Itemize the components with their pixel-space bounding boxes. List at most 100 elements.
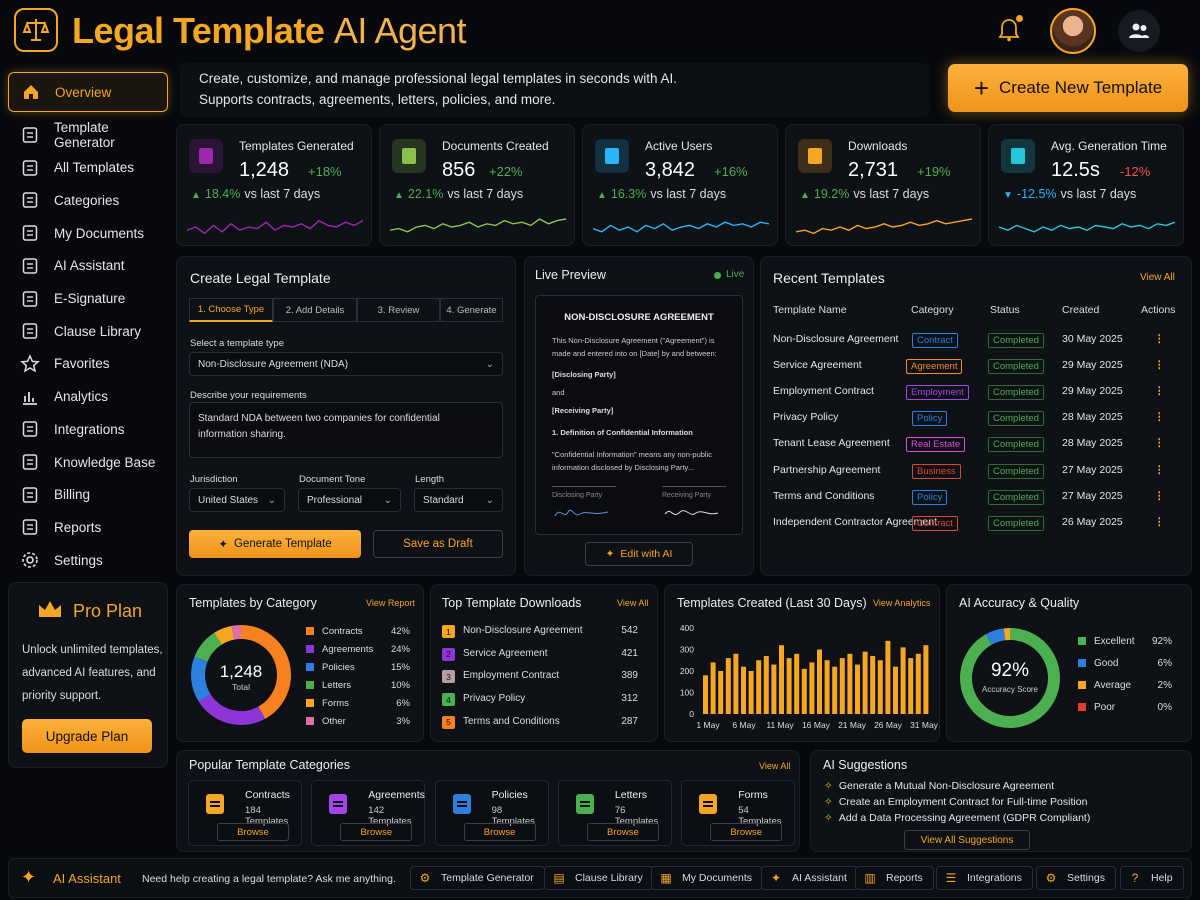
stat-card-downloads: Downloads 2,731 +19% ▲ 19.2% vs last 7 days: [785, 124, 981, 246]
tone-select[interactable]: Professional ⌄: [298, 488, 401, 512]
table-row[interactable]: Terms and Conditions Policy Completed 27 Ma…: [772, 489, 1182, 516]
sparkle-icon: ✦: [605, 548, 615, 560]
category-card-policies[interactable]: Policies 98 Templates Browse: [434, 780, 549, 846]
category-card-letters[interactable]: Letters 76 Templates Browse: [557, 780, 672, 846]
browse-button[interactable]: Browse: [586, 823, 659, 841]
stat-label: Documents Created: [442, 139, 549, 153]
sidebar-item-overview[interactable]: Overview: [8, 72, 168, 112]
table-row[interactable]: Tenant Lease Agreement Real Estate Complet…: [772, 437, 1182, 463]
suggestion-item[interactable]: ✧ Create an Employment Contract for Full-…: [824, 796, 1087, 808]
bar: [877, 660, 883, 714]
template-type-select[interactable]: Non-Disclosure Agreement (NDA) ⌄: [189, 352, 503, 376]
more-vertical-icon[interactable]: ⋮: [1154, 359, 1165, 372]
stat-card-active-users: Active Users 3,842 +16% ▲ 16.3% vs last 7 day…: [582, 124, 778, 246]
integrations-icon: ☰: [945, 871, 957, 885]
browse-button[interactable]: Browse: [340, 823, 413, 841]
sidebar-item-all-templates[interactable]: All Templates: [8, 153, 168, 183]
sidebar-item-knowledge-base[interactable]: Knowledge Base: [8, 447, 168, 477]
save-draft-button[interactable]: Save as Draft: [373, 530, 503, 558]
suggestion-item[interactable]: ✧ Generate a Mutual Non-Disclosure Agreem…: [824, 780, 1054, 792]
sidebar-item-label: Overview: [55, 84, 112, 100]
browse-button[interactable]: Browse: [710, 823, 783, 841]
y-tick-label: 300: [680, 645, 694, 655]
legend-item: Poor 0%: [1078, 702, 1172, 713]
more-vertical-icon[interactable]: ⋮: [1154, 463, 1165, 476]
top-downloads-view-all[interactable]: View All: [617, 598, 649, 608]
sidebar-item-analytics[interactable]: Analytics: [8, 382, 168, 412]
view-analytics-link[interactable]: View Analytics: [873, 598, 931, 608]
assistant-prompt[interactable]: Need help creating a legal template? Ask…: [142, 873, 396, 885]
table-row[interactable]: Partnership Agreement Business Completed 27…: [772, 463, 1182, 490]
quick-link-integrations[interactable]: ☰ Integrations: [936, 866, 1033, 890]
top-downloads-title: Top Template Downloads: [442, 596, 582, 610]
view-report-link[interactable]: View Report: [366, 598, 415, 608]
more-vertical-icon[interactable]: ⋮: [1154, 437, 1165, 450]
sidebar-item-integrations[interactable]: Integrations: [8, 414, 168, 444]
recent-view-all-link[interactable]: View All: [1140, 272, 1175, 283]
sidebar-item-reports[interactable]: Reports: [8, 512, 168, 542]
quick-link-label: Settings: [1067, 872, 1105, 884]
quick-link-ai-assistant[interactable]: ✦ AI Assistant: [761, 866, 858, 890]
browse-button[interactable]: Browse: [463, 823, 536, 841]
table-row[interactable]: Privacy Policy Policy Completed 28 May 2025…: [772, 411, 1182, 437]
quick-link-my-documents[interactable]: ▦ My Documents: [651, 866, 764, 890]
suggestion-item[interactable]: ✧ Add a Data Processing Agreement (GDPR C…: [824, 812, 1090, 824]
more-vertical-icon[interactable]: ⋮: [1154, 411, 1165, 424]
sidebar-item-template-generator[interactable]: Template Generator: [8, 120, 168, 150]
legend-item: Contracts 42%: [306, 626, 410, 637]
requirements-textarea[interactable]: Standard NDA between two companies for c…: [189, 402, 503, 458]
generate-template-button[interactable]: ✦ Generate Template: [189, 530, 361, 558]
view-all-suggestions-button[interactable]: View All Suggestions: [904, 830, 1030, 850]
more-vertical-icon[interactable]: ⋮: [1154, 333, 1165, 345]
table-row[interactable]: Employment Contract Employment Completed 29…: [772, 385, 1182, 411]
sidebar-item-settings[interactable]: Settings: [8, 545, 168, 575]
browse-button[interactable]: Browse: [217, 823, 289, 841]
table-row[interactable]: Non-Disclosure Agreement Contract Complete…: [772, 333, 1182, 359]
edit-with-ai-button[interactable]: ✦ Edit with AI: [585, 542, 693, 566]
category-card-contracts[interactable]: Contracts 184 Templates Browse: [188, 780, 302, 846]
sidebar-item-clause-library[interactable]: Clause Library: [8, 316, 168, 346]
quick-link-reports[interactable]: ▥ Reports: [855, 866, 934, 890]
more-vertical-icon[interactable]: ⋮: [1154, 515, 1165, 528]
bell-icon[interactable]: [996, 16, 1022, 44]
sidebar-item-e-signature[interactable]: E-Signature: [8, 284, 168, 314]
quick-link-clause-library[interactable]: ▤ Clause Library: [544, 866, 654, 890]
x-tick-label: 31 May: [910, 720, 939, 730]
step-tab-4[interactable]: 4. Generate: [440, 298, 503, 322]
download-count: 542: [621, 625, 638, 636]
upgrade-plan-button[interactable]: Upgrade Plan: [22, 719, 152, 753]
step-tab-2[interactable]: 2. Add Details: [273, 298, 357, 322]
popular-view-all[interactable]: View All: [759, 761, 791, 771]
step-tab-3[interactable]: 3. Review: [357, 298, 440, 322]
doc-title: NON-DISCLOSURE AGREEMENT: [564, 312, 714, 323]
quick-link-template-generator[interactable]: ⚙ Template Generator: [410, 866, 545, 890]
length-select[interactable]: Standard ⌄: [414, 488, 503, 512]
quick-link-settings[interactable]: ⚙ Settings: [1036, 866, 1116, 890]
create-new-template-button[interactable]: + Create New Template: [948, 64, 1188, 112]
slice-agreements: [198, 693, 266, 725]
avatar[interactable]: [1050, 8, 1096, 54]
row-date: 26 May 2025: [1062, 515, 1123, 528]
table-row[interactable]: Service Agreement Agreement Completed 29 Ma…: [772, 359, 1182, 385]
sidebar-item-ai-assistant[interactable]: AI Assistant: [8, 251, 168, 281]
sidebar-item-billing[interactable]: Billing: [8, 480, 168, 510]
step-tab-1[interactable]: 1. Choose Type: [189, 298, 273, 322]
category-card-forms[interactable]: Forms 54 Templates Browse: [681, 780, 796, 846]
stat-comparison-text: vs last 7 days: [1060, 187, 1137, 201]
category-card-agreements[interactable]: Agreements 142 Templates Browse: [311, 780, 426, 846]
doc-and: and: [552, 388, 565, 397]
y-tick-label: 100: [680, 688, 694, 698]
jurisdiction-select[interactable]: United States ⌄: [189, 488, 285, 512]
sig-label-1: Disclosing Party: [552, 492, 603, 499]
table-row[interactable]: Independent Contractor Agreement Contract…: [772, 515, 1182, 542]
quick-link-help[interactable]: ? Help: [1120, 866, 1184, 890]
more-vertical-icon[interactable]: ⋮: [1154, 385, 1165, 398]
legend-pct: 92%: [1151, 636, 1172, 647]
legend-swatch: [306, 681, 314, 690]
sidebar-item-favorites[interactable]: Favorites: [8, 349, 168, 379]
users-button[interactable]: [1118, 10, 1160, 52]
more-vertical-icon[interactable]: ⋮: [1154, 489, 1165, 502]
legend-name: Poor: [1094, 702, 1116, 713]
sidebar-item-categories[interactable]: Categories: [8, 185, 168, 215]
sidebar-item-my-documents[interactable]: My Documents: [8, 218, 168, 248]
